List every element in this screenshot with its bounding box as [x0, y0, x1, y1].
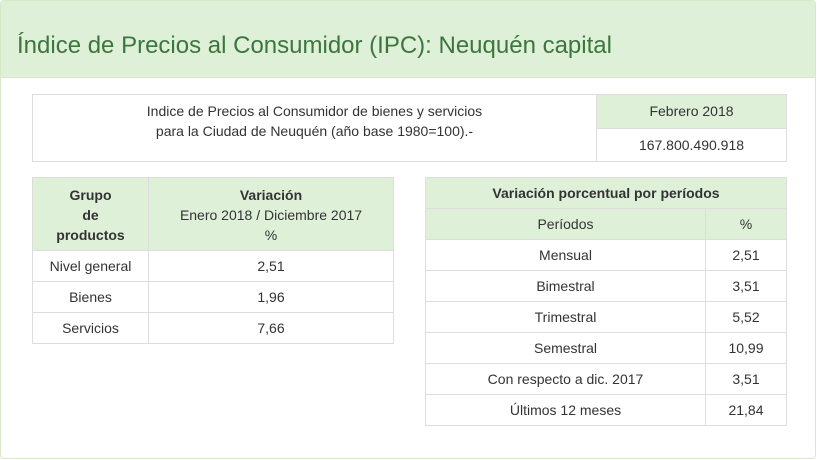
summary-month-value: 167.800.490.918 — [596, 127, 787, 162]
period-label: Bimestral — [425, 270, 706, 302]
period-label: Semestral — [425, 332, 706, 364]
group-label: Servicios — [32, 312, 149, 344]
table-row: Nivel general 2,51 — [32, 250, 394, 282]
table-row: Trimestral 5,52 — [425, 301, 787, 333]
groups-header-variation: Variación Enero 2018 / Diciembre 2017 % — [148, 177, 394, 251]
period-label: Con respecto a dic. 2017 — [425, 363, 706, 395]
table-row: Bimestral 3,51 — [425, 270, 787, 302]
period-value: 5,52 — [705, 301, 787, 333]
period-value: 21,84 — [705, 394, 787, 426]
period-label: Trimestral — [425, 301, 706, 333]
table-row: Mensual 2,51 — [425, 239, 787, 271]
table-row: Semestral 10,99 — [425, 332, 787, 364]
summary-description-line1: Indice de Precios al Consumidor de biene… — [146, 103, 483, 119]
summary-table: Indice de Precios al Consumidor de biene… — [32, 94, 787, 162]
period-value: 10,99 — [705, 332, 787, 364]
periods-table: Variación porcentual por períodos Períod… — [425, 177, 787, 426]
group-value: 1,96 — [148, 281, 394, 313]
groups-header-group-line3: productos — [56, 226, 125, 243]
summary-description: Indice de Precios al Consumidor de biene… — [32, 94, 597, 162]
groups-header-group: Grupo de productos — [32, 177, 149, 251]
groups-header-variation-line1: Variación — [239, 186, 303, 203]
periods-table-title: Variación porcentual por períodos — [425, 177, 787, 209]
period-label: Mensual — [425, 239, 706, 271]
period-value: 3,51 — [705, 363, 787, 395]
groups-table: Grupo de productos Variación Enero 2018 … — [32, 177, 394, 344]
group-value: 2,51 — [148, 250, 394, 282]
groups-header-group-line1: Grupo — [69, 186, 112, 203]
table-row: Servicios 7,66 — [32, 312, 394, 344]
percent-col-header: % — [705, 208, 787, 240]
period-label: Últimos 12 meses — [425, 394, 706, 426]
group-label: Nivel general — [32, 250, 149, 282]
table-row: Bienes 1,96 — [32, 281, 394, 313]
groups-header-row: Grupo de productos Variación Enero 2018 … — [32, 177, 394, 251]
groups-header-variation-line3: % — [264, 226, 278, 243]
table-row: Últimos 12 meses 21,84 — [425, 394, 787, 426]
page-title: Índice de Precios al Consumidor (IPC): N… — [17, 32, 612, 59]
period-value: 2,51 — [705, 239, 787, 271]
group-label: Bienes — [32, 281, 149, 313]
group-value: 7,66 — [148, 312, 394, 344]
periods-col-header: Períodos — [425, 208, 706, 240]
panel-heading: Índice de Precios al Consumidor (IPC): N… — [1, 1, 815, 78]
table-row: Con respecto a dic. 2017 3,51 — [425, 363, 787, 395]
groups-header-group-line2: de — [82, 206, 99, 223]
period-value: 3,51 — [705, 270, 787, 302]
summary-description-line2: para la Ciudad de Neuquén (año base 1980… — [155, 123, 474, 139]
summary-month-header: Febrero 2018 — [596, 94, 787, 129]
groups-header-variation-line2: Enero 2018 / Diciembre 2017 — [179, 206, 363, 223]
